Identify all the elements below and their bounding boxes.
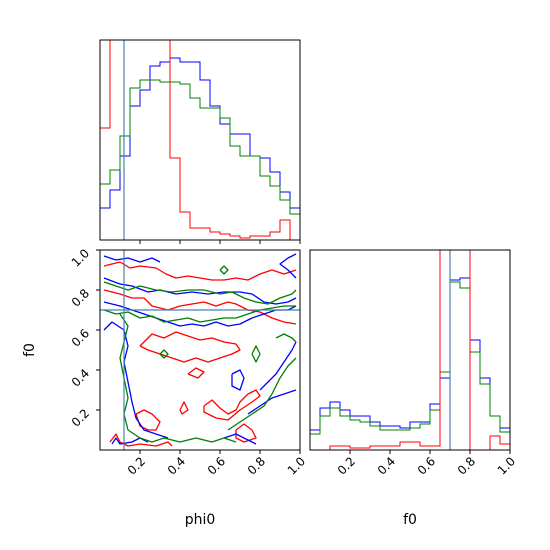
contour-red bbox=[103, 289, 297, 325]
contour-blue bbox=[223, 433, 257, 445]
contour-blue bbox=[103, 321, 169, 439]
contour-green bbox=[159, 349, 169, 359]
contour-red bbox=[109, 433, 173, 447]
contour-red bbox=[203, 389, 261, 421]
contour-green bbox=[103, 305, 296, 323]
contour-blue bbox=[279, 253, 297, 279]
joint-ytick-label: 0.4 bbox=[69, 366, 92, 389]
x-axis-label-f0: f0 bbox=[403, 512, 417, 528]
axis-labels: phi0 f0 f0 bbox=[22, 343, 417, 528]
contour-blue bbox=[259, 341, 297, 391]
f0-hist-xtick-label: 0.4 bbox=[375, 454, 398, 477]
joint-ytick-label: 0.6 bbox=[69, 326, 92, 349]
joint-frame bbox=[99, 249, 301, 451]
phi0-hist-frame bbox=[99, 39, 301, 241]
contour-blue bbox=[103, 277, 297, 305]
contour-green bbox=[275, 333, 297, 343]
f0-hist-xtick-label: 1.0 bbox=[495, 454, 518, 477]
contour-red bbox=[139, 331, 241, 363]
y-axis-label-f0: f0 bbox=[22, 343, 38, 357]
joint-xtick-label: 0.2 bbox=[125, 454, 148, 477]
joint-xtick-label: 0.6 bbox=[205, 454, 228, 477]
joint-xtick-label: 0.4 bbox=[165, 454, 188, 477]
contour-blue bbox=[103, 255, 161, 263]
phi0-hist-series-red bbox=[100, 40, 300, 240]
x-axis-label-phi0: phi0 bbox=[185, 512, 216, 528]
phi0-histogram-panel bbox=[99, 39, 301, 244]
contour-blue bbox=[231, 369, 245, 391]
contour-red bbox=[179, 401, 189, 415]
phi0-hist-series-blue bbox=[100, 57, 300, 240]
joint-xtick-label: 0.8 bbox=[245, 454, 268, 477]
contour-blue bbox=[247, 389, 297, 415]
contour-blue bbox=[103, 301, 297, 327]
f0-hist-frame bbox=[309, 249, 511, 451]
contour-green bbox=[119, 313, 237, 443]
f0-histogram-panel: 0.2 0.4 0.6 0.8 1.0 bbox=[309, 249, 518, 478]
joint-ytick-label: 1.0 bbox=[69, 246, 92, 269]
contour-green bbox=[103, 281, 297, 305]
joint-ytick-label: 0.2 bbox=[69, 406, 92, 429]
joint-xtick-label: 1.0 bbox=[285, 454, 308, 477]
f0-hist-series-red bbox=[310, 250, 510, 450]
f0-hist-xtick-label: 0.2 bbox=[335, 454, 358, 477]
contour-red bbox=[135, 409, 161, 431]
contour-red bbox=[187, 367, 205, 379]
joint-contour-panel: 0.2 0.4 0.6 0.8 1.0 0.2 0.4 0.6 0.8 1.0 bbox=[69, 246, 308, 477]
joint-ytick-label: 0.8 bbox=[69, 286, 92, 309]
contour-green bbox=[251, 345, 261, 363]
contour-green bbox=[227, 357, 297, 431]
contour-red bbox=[235, 423, 257, 443]
contour-red bbox=[103, 261, 297, 281]
phi0-hist-series-green bbox=[100, 79, 300, 240]
contour-green bbox=[219, 265, 229, 275]
f0-hist-xtick-label: 0.8 bbox=[455, 454, 478, 477]
f0-hist-series-green bbox=[310, 281, 510, 450]
f0-hist-xtick-label: 0.6 bbox=[415, 454, 438, 477]
